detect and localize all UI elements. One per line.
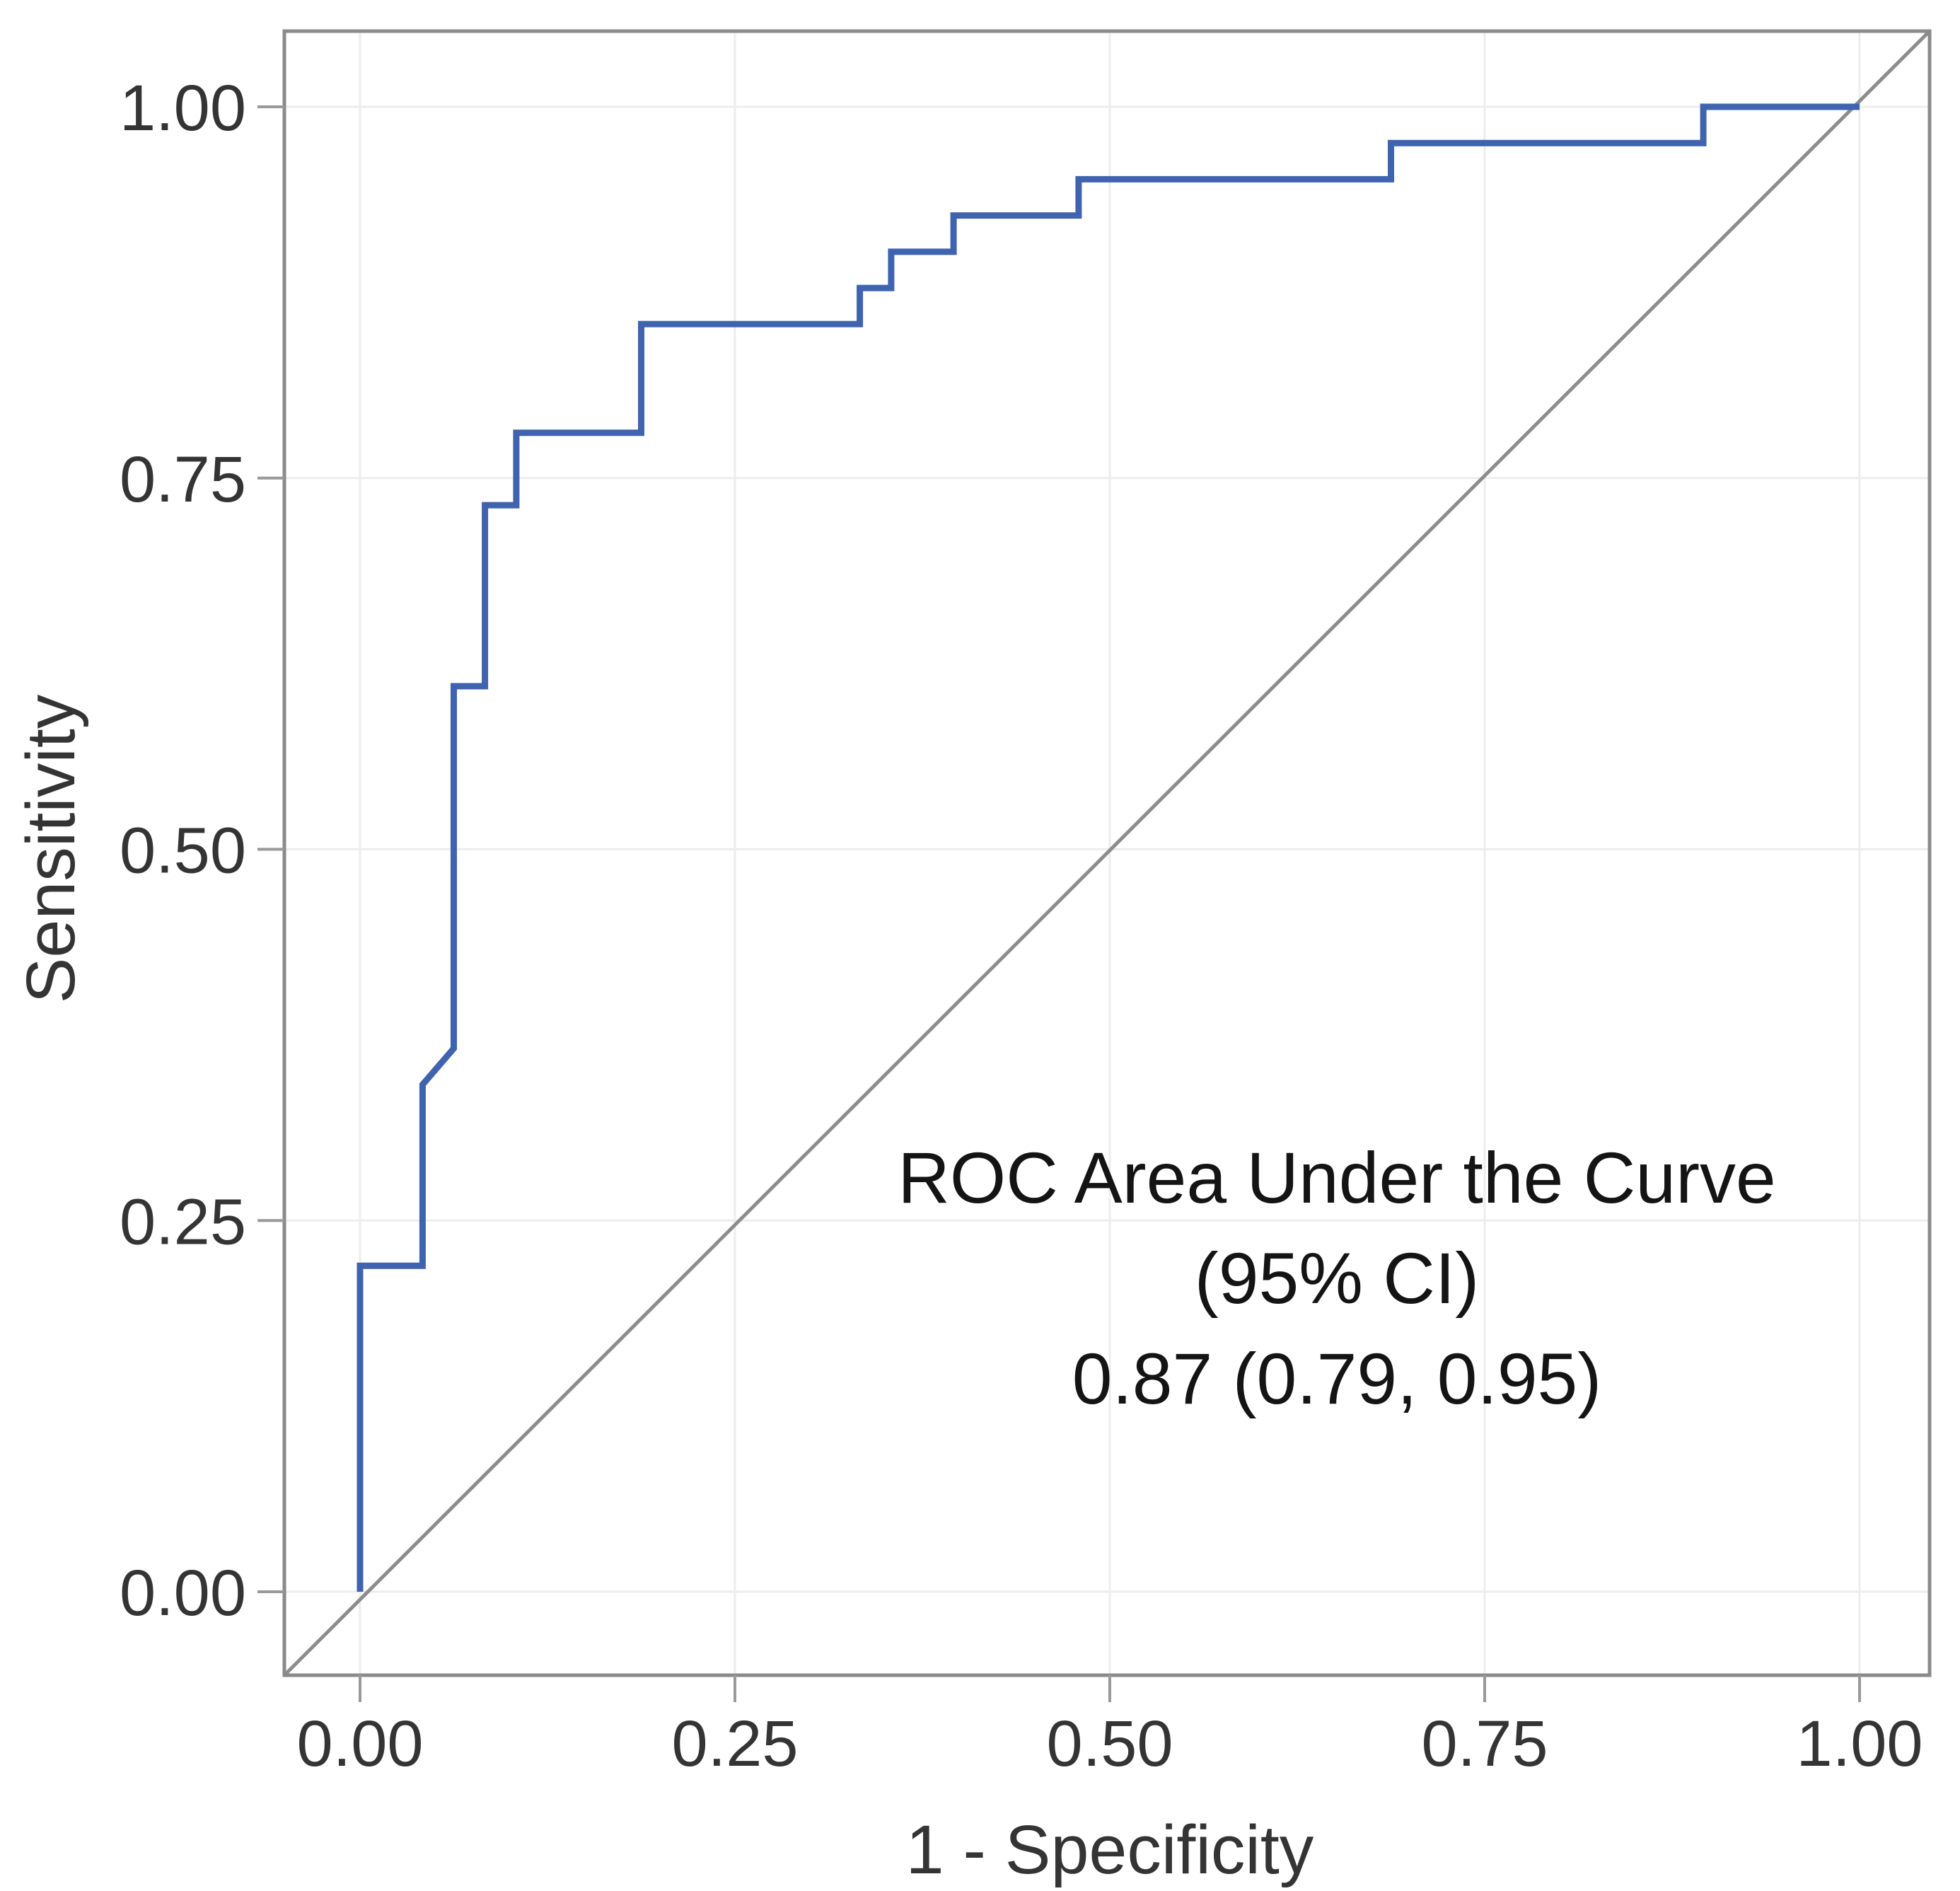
auc-annotation-line-3: 0.87 (0.79, 0.95) (1072, 1338, 1602, 1419)
auc-annotation: ROC Area Under the Curve (95% CI) 0.87 (… (898, 1138, 1776, 1419)
y-axis-title: Sensitivity (12, 694, 89, 1003)
x-axis-tick-label: 1.00 (1796, 1708, 1923, 1780)
x-axis-title: 1 - Specificity (906, 1811, 1314, 1888)
y-axis-tick-label: 0.50 (120, 815, 246, 887)
y-axis-tick-label: 0.25 (120, 1186, 246, 1258)
y-axis-tick-label: 1.00 (120, 72, 246, 144)
roc-curve-line (356, 103, 1860, 1592)
plot-border (282, 29, 1932, 1677)
reference-diagonal-line (283, 30, 1931, 1677)
auc-annotation-line-2: (95% CI) (1195, 1238, 1479, 1319)
y-axis-tick-label: 0.75 (120, 444, 246, 516)
x-axis-tick-label: 0.75 (1421, 1708, 1548, 1780)
x-axis-tick-label: 0.25 (671, 1708, 798, 1780)
axis-tick-labels: 0.00 0.25 0.50 0.75 1.00 0.00 0.25 0.50 0.75 1.00 (120, 72, 1923, 1780)
y-axis-tick-label: 0.00 (120, 1557, 246, 1629)
gridlines (284, 31, 1930, 1675)
x-axis-tick-label: 0.50 (1046, 1708, 1173, 1780)
axis-ticks (257, 105, 1861, 1702)
auc-annotation-line-1: ROC Area Under the Curve (898, 1138, 1776, 1218)
x-axis-tick-label: 0.00 (296, 1708, 423, 1780)
